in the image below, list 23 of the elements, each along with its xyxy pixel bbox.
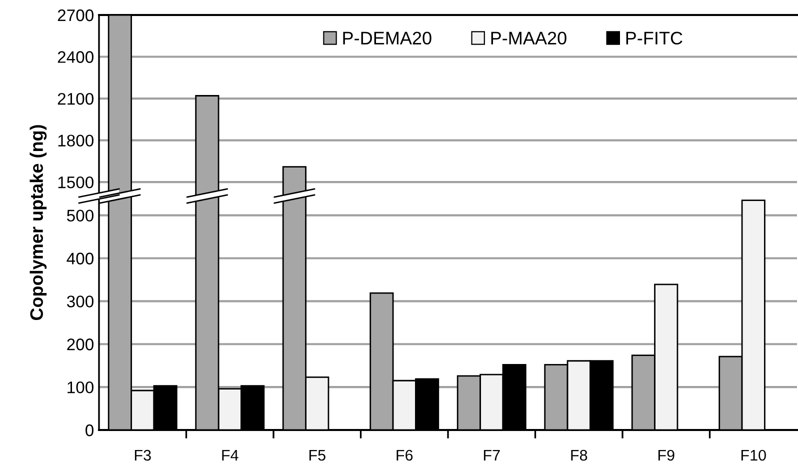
y-tick-label: 2400 [58, 51, 94, 63]
legend-label: P-DEMA20 [343, 32, 432, 45]
legend-label: P-MAA20 [491, 32, 566, 45]
x-tick-label: F5 [309, 450, 326, 461]
y-tick-label: 200 [67, 338, 94, 350]
y-tick-label: 100 [68, 381, 94, 394]
y-tick-label: 500 [67, 210, 94, 222]
x-tick-label: F9 [658, 450, 674, 461]
x-tick-label: F4 [222, 450, 238, 461]
x-tick-label: F3 [134, 450, 151, 461]
y-tick-label: 300 [66, 296, 94, 308]
y-tick-label: 2700 [58, 9, 94, 22]
y-axis-title: Copolymer uptake (ng) [30, 125, 47, 320]
legend-label: P-FITC [626, 32, 682, 45]
x-tick-label: F10 [741, 450, 766, 461]
x-tick-label: F6 [396, 450, 413, 461]
y-tick-label: 1500 [58, 176, 94, 188]
x-tick-label: F7 [484, 450, 500, 461]
y-tick-label: 0 [86, 424, 94, 436]
y-tick-label: 1800 [58, 134, 94, 147]
y-tick-label: 2100 [58, 92, 94, 105]
y-tick-label: 400 [66, 252, 94, 264]
x-tick-label: F8 [571, 450, 588, 461]
